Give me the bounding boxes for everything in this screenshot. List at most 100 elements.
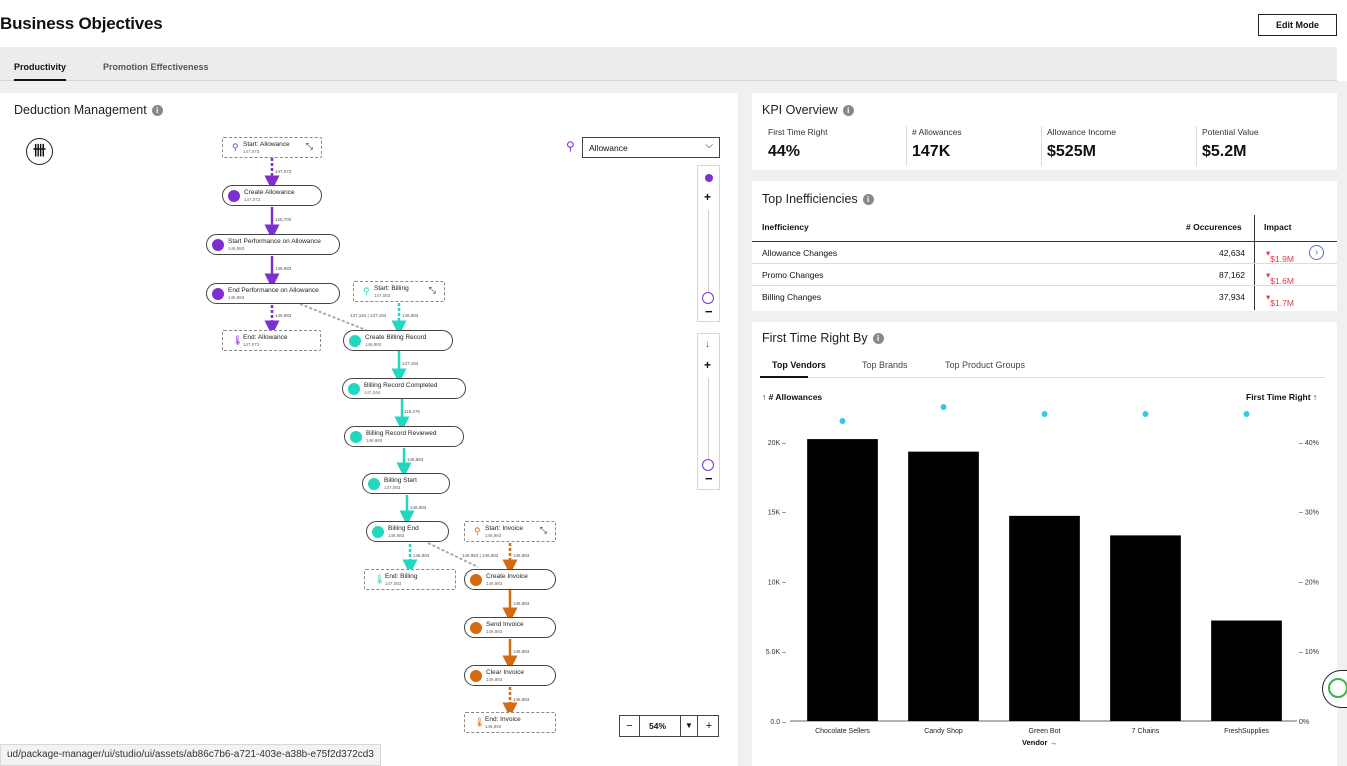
slider-handle[interactable] (702, 292, 714, 304)
activity-circle-icon (705, 174, 713, 182)
edge-label: 137,184 | 137,184 (350, 313, 387, 318)
divider (752, 241, 1337, 242)
node-billing-start[interactable]: Billing Start 147,083 (362, 473, 450, 494)
ftr-point (839, 417, 846, 424)
table-row[interactable]: Allowance Changes 42,634 ▾ $1.9M › (752, 242, 1337, 264)
node-label: Start: Allowance (243, 141, 290, 148)
edge-label: 146,983 (407, 457, 424, 462)
node-billing-end[interactable]: Billing End 146,983 (366, 521, 449, 542)
row-occurences: 87,162 (1219, 270, 1245, 280)
node-label: Billing Record Reviewed (366, 430, 437, 437)
kpi-label: First Time Right (768, 127, 828, 137)
node-start-performance[interactable]: Start Performance on Allowance 146,983 (206, 234, 340, 255)
tab-promotion-effectiveness[interactable]: Promotion Effectiveness (103, 62, 209, 72)
path-slider[interactable]: ↓ + − (697, 333, 720, 490)
node-end-billing[interactable]: 🌡︎ End: Billing 147,083 (364, 569, 456, 590)
node-billing-record-completed[interactable]: Billing Record Completed 147,044 (342, 378, 466, 399)
right-tick-label: – 40% (1299, 440, 1319, 447)
node-count: 146,983 (365, 342, 382, 347)
node-clear-invoice[interactable]: Clear Invoice 146,983 (464, 665, 556, 686)
tab-bar: Productivity Promotion Effectiveness (0, 47, 1337, 81)
minus-icon[interactable]: − (705, 304, 713, 319)
slider-track (708, 378, 709, 460)
node-label: Start: Billing (374, 285, 409, 292)
slider-track (708, 210, 709, 292)
activity-circle-icon (372, 526, 384, 538)
chevron-down-icon: ⌵ (705, 140, 713, 151)
zoom-out-button[interactable]: − (620, 716, 640, 736)
node-create-allowance[interactable]: Create Allowance 147,073 (222, 185, 322, 206)
edge-label: 147,073 (275, 169, 292, 174)
tab-top-brands[interactable]: Top Brands (862, 360, 908, 370)
inefficiencies-title-text: Top Inefficiencies (762, 192, 858, 206)
kpi-label: Potential Value (1202, 127, 1259, 137)
activity-circle-icon (349, 335, 361, 347)
plus-icon[interactable]: + (704, 358, 712, 372)
ftr-point (940, 404, 947, 410)
row-occurences: 37,934 (1219, 292, 1245, 302)
slider-handle[interactable] (702, 459, 714, 471)
tab-top-product-groups[interactable]: Top Product Groups (945, 360, 1026, 370)
info-icon[interactable]: i (862, 194, 874, 205)
node-create-billing-record[interactable]: Create Billing Record 146,983 (343, 330, 453, 351)
activity-circle-icon (228, 190, 240, 202)
row-name: Allowance Changes (762, 248, 838, 258)
node-start-invoice[interactable]: ⚲ Start: Invoice 146,983 ⤡ (464, 521, 556, 542)
node-count: 146,983 (366, 438, 383, 443)
node-create-invoice[interactable]: Create Invoice 146,983 (464, 569, 556, 590)
node-start-allowance[interactable]: ⚲ Start: Allowance 147,073 ⤡ (222, 137, 322, 158)
assistant-launcher[interactable] (1322, 670, 1347, 708)
divider (1041, 126, 1042, 166)
node-send-invoice[interactable]: Send Invoice 146,983 (464, 617, 556, 638)
info-icon[interactable]: i (842, 105, 854, 116)
zoom-dropdown-icon[interactable]: ▼ (680, 716, 698, 736)
node-start-billing[interactable]: ⚲ Start: Billing 147,083 ⤡ (353, 281, 445, 302)
location-pin-icon: ⚲ (474, 526, 481, 536)
end-pin-icon: 🌡︎ (232, 335, 244, 345)
activity-circle-icon (470, 670, 482, 682)
chevron-right-icon[interactable]: › (1309, 245, 1324, 260)
tab-top-vendors[interactable]: Top Vendors (772, 360, 826, 370)
node-count: 147,073 (243, 342, 260, 347)
node-count: 146,983 (486, 677, 503, 682)
edit-mode-button[interactable]: Edit Mode (1258, 14, 1337, 36)
edge-label: 146,983 (513, 553, 530, 558)
node-label: Billing End (388, 525, 419, 532)
kpi-value: $525M (1047, 143, 1096, 160)
collapse-arrows-icon[interactable]: ⤡ (428, 285, 436, 295)
ftr-title-text: First Time Right By (762, 331, 868, 345)
col-header-impact[interactable]: Impact (1264, 222, 1292, 232)
plus-icon[interactable]: + (704, 190, 712, 204)
node-end-allowance[interactable]: 🌡︎ End: Allowance 147,073 (222, 330, 321, 351)
table-row[interactable]: Promo Changes 87,162 ▾ $1.6M (752, 264, 1337, 286)
tab-productivity[interactable]: Productivity (14, 47, 67, 81)
col-header-inefficiency[interactable]: Inefficiency (762, 222, 809, 232)
info-icon[interactable]: i (872, 333, 884, 344)
node-label: End Performance on Allowance (228, 287, 319, 294)
node-end-invoice[interactable]: 🌡︎ End: Invoice 146,983 (464, 712, 556, 733)
node-count: 146,983 (228, 295, 245, 300)
activity-slider[interactable]: + − (697, 165, 720, 322)
minus-icon[interactable]: − (705, 471, 713, 486)
node-end-performance[interactable]: End Performance on Allowance 146,983 (206, 283, 340, 304)
node-label: End: Allowance (243, 334, 288, 341)
activity-dropdown[interactable]: Allowance ⌵ (582, 137, 720, 158)
process-flow-edges (264, 158, 518, 718)
tally-icon[interactable]: 卌 (26, 138, 53, 165)
node-billing-record-reviewed[interactable]: Billing Record Reviewed 146,983 (344, 426, 464, 447)
dropdown-value: Allowance (589, 143, 628, 153)
zoom-in-button[interactable]: + (705, 720, 713, 732)
bar (807, 439, 878, 721)
edge-label: 146,983 (410, 505, 427, 510)
right-tick-label: 0% (1299, 719, 1309, 726)
collapse-arrows-icon[interactable]: ⤡ (539, 525, 547, 535)
bar (1110, 535, 1181, 721)
collapse-arrows-icon[interactable]: ⤡ (305, 141, 313, 151)
table-row[interactable]: Billing Changes 37,934 ▾ $1.7M (752, 286, 1337, 308)
info-icon[interactable]: i (151, 105, 163, 116)
inefficiencies-panel (752, 181, 1337, 311)
row-impact: ▾ $1.9M (1266, 248, 1294, 264)
col-header-occurences[interactable]: # Occurences (1186, 222, 1242, 232)
category-label: 7 Chains (1132, 728, 1160, 735)
category-label: Green Bot (1029, 728, 1061, 735)
